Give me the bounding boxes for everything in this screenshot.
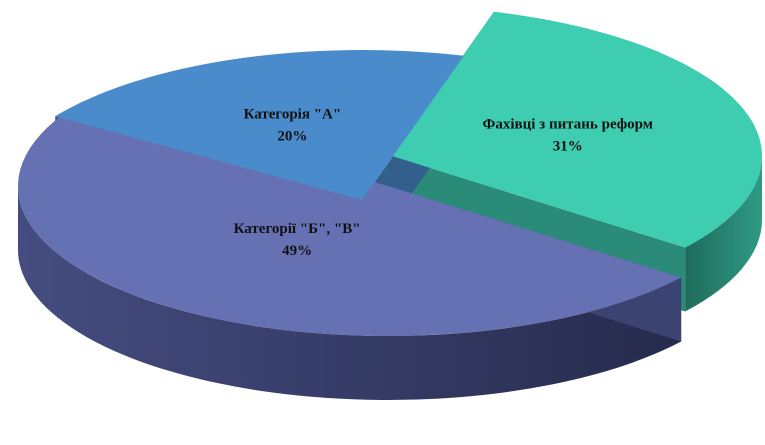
slice-labels: Фахівці з питань реформ 31% Категорії "Б",…	[234, 106, 653, 259]
slice-tops	[17, 11, 762, 337]
pie-slice-1	[17, 102, 682, 337]
slice-label-0: Фахівці з питань реформ	[482, 117, 653, 133]
slice-value-label-2: 20%	[277, 128, 307, 144]
slice-side-0	[685, 156, 762, 312]
pie-slice-2	[55, 50, 464, 200]
pie-slice-0	[392, 11, 762, 248]
slice-label-2: Категорія "А"	[244, 106, 342, 122]
slice-side-1	[18, 186, 682, 401]
slice-value-label-0: 31%	[553, 139, 583, 155]
slice-label-1: Категорії "Б", "В"	[234, 221, 361, 237]
slice-value-label-1: 49%	[282, 243, 312, 259]
